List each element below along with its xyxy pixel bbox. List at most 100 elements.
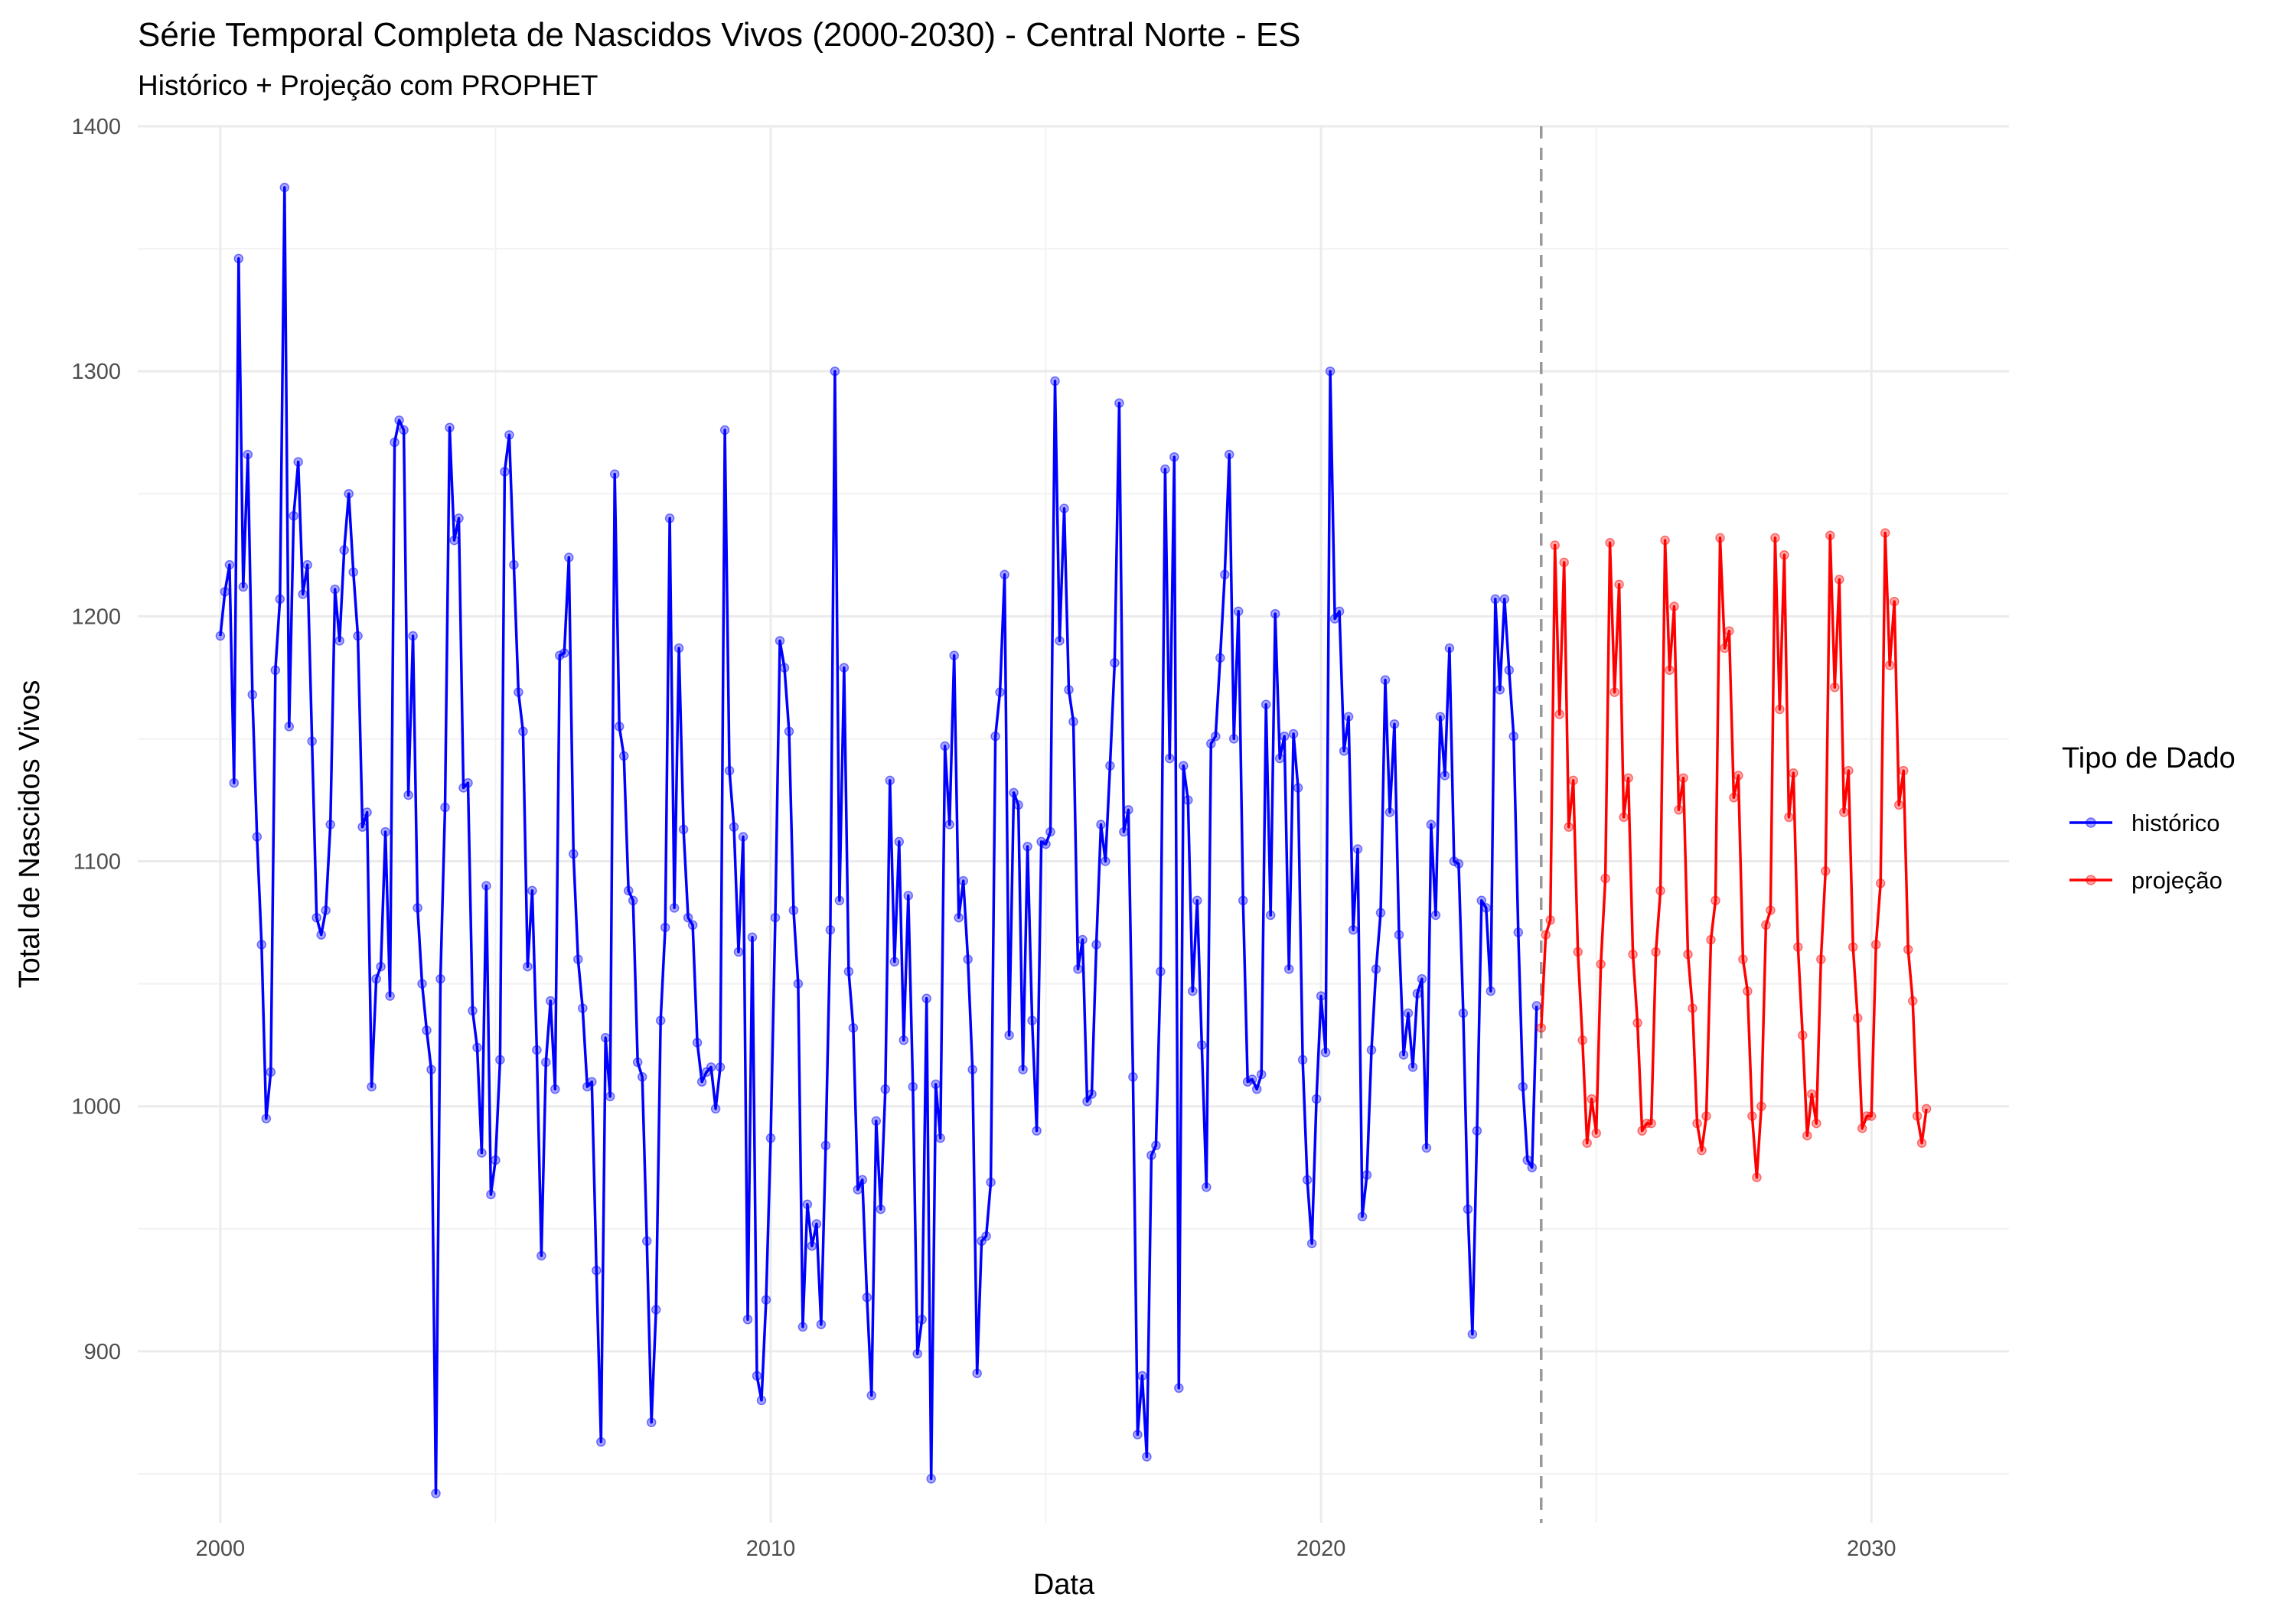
data-point [1747, 1111, 1757, 1121]
data-point [1197, 1040, 1207, 1050]
data-point [1224, 449, 1234, 460]
data-point [1825, 530, 1835, 540]
data-point [1587, 1094, 1596, 1104]
data-point [1550, 540, 1560, 550]
data-point [1325, 366, 1336, 376]
data-point [1320, 1048, 1331, 1058]
data-point [1055, 636, 1065, 646]
data-point [990, 731, 1000, 742]
series-group [215, 182, 1932, 1498]
data-point [958, 875, 968, 886]
data-point [311, 912, 321, 923]
data-point [1444, 643, 1455, 654]
data-point [348, 567, 358, 577]
data-point [1050, 376, 1060, 386]
legend-key-point [2086, 875, 2096, 885]
data-point [1880, 528, 1890, 538]
data-point [463, 777, 473, 788]
data-point [880, 1084, 891, 1094]
data-point [399, 425, 409, 435]
data-point [1380, 675, 1391, 685]
data-point [1078, 934, 1088, 945]
data-point [431, 1488, 441, 1498]
data-point [889, 957, 900, 967]
data-point [270, 665, 281, 676]
data-point [1032, 1126, 1042, 1136]
data-point [1554, 709, 1564, 719]
data-point [1499, 594, 1510, 605]
data-point [1784, 812, 1794, 823]
data-point [1609, 687, 1619, 697]
data-point [1798, 1030, 1808, 1041]
data-point [1866, 1111, 1877, 1121]
data-point [752, 1371, 762, 1381]
data-point [1669, 601, 1679, 611]
data-point [527, 885, 537, 896]
data-point [729, 822, 739, 832]
data-point [1242, 1077, 1253, 1087]
data-point [1398, 1050, 1409, 1060]
data-point [413, 903, 422, 913]
data-point [371, 973, 381, 984]
data-point [788, 905, 799, 915]
data-point [981, 1231, 991, 1241]
data-point [1564, 822, 1574, 832]
data-point [673, 643, 684, 654]
data-point [655, 1015, 666, 1025]
data-point [1114, 398, 1124, 409]
data-point [1508, 731, 1519, 742]
data-point [949, 650, 959, 660]
data-point [1133, 1429, 1143, 1439]
data-point [1192, 895, 1202, 906]
data-point [963, 954, 973, 964]
data-point [1265, 910, 1276, 921]
data-point [1619, 812, 1629, 823]
data-point [1852, 1013, 1863, 1023]
data-point [536, 1250, 546, 1261]
data-point [1183, 795, 1193, 805]
data-point [229, 777, 240, 788]
data-point [1384, 807, 1395, 817]
series-0 [215, 182, 1542, 1498]
data-point [1660, 535, 1670, 546]
data-point [1238, 895, 1248, 906]
data-point [1064, 685, 1074, 695]
data-point [1527, 1162, 1538, 1172]
data-point [1426, 820, 1437, 830]
data-point [1151, 1140, 1161, 1151]
data-point [1655, 885, 1665, 896]
data-point [1674, 805, 1684, 815]
data-point [1096, 820, 1106, 830]
data-point [871, 1116, 882, 1126]
data-point [1206, 738, 1216, 749]
data-point [830, 366, 840, 376]
data-point [1036, 836, 1046, 847]
data-point [885, 775, 895, 786]
data-point [472, 1042, 482, 1053]
data-point [1678, 773, 1688, 783]
data-point [1270, 608, 1280, 619]
data-point [1059, 504, 1069, 513]
legend-label: histórico [2131, 810, 2219, 836]
data-point [1733, 771, 1743, 781]
data-point [1440, 771, 1450, 781]
data-point [1288, 729, 1299, 739]
data-point [1352, 844, 1363, 854]
data-point [908, 1081, 918, 1092]
data-point [256, 940, 267, 950]
data-point [1614, 579, 1624, 589]
data-point [541, 1057, 551, 1068]
data-point [678, 824, 689, 835]
data-point [1761, 920, 1771, 931]
data-point [669, 903, 680, 913]
data-point [491, 1155, 501, 1165]
data-point [1907, 996, 1918, 1006]
data-point [770, 912, 781, 923]
data-point [1156, 966, 1166, 976]
data-point [706, 1062, 716, 1072]
data-point [1101, 856, 1110, 866]
data-point [618, 751, 629, 761]
data-point [1697, 1146, 1707, 1156]
data-point [1004, 1030, 1014, 1041]
legend: Tipo de Dado histórico projeção [2062, 742, 2236, 894]
